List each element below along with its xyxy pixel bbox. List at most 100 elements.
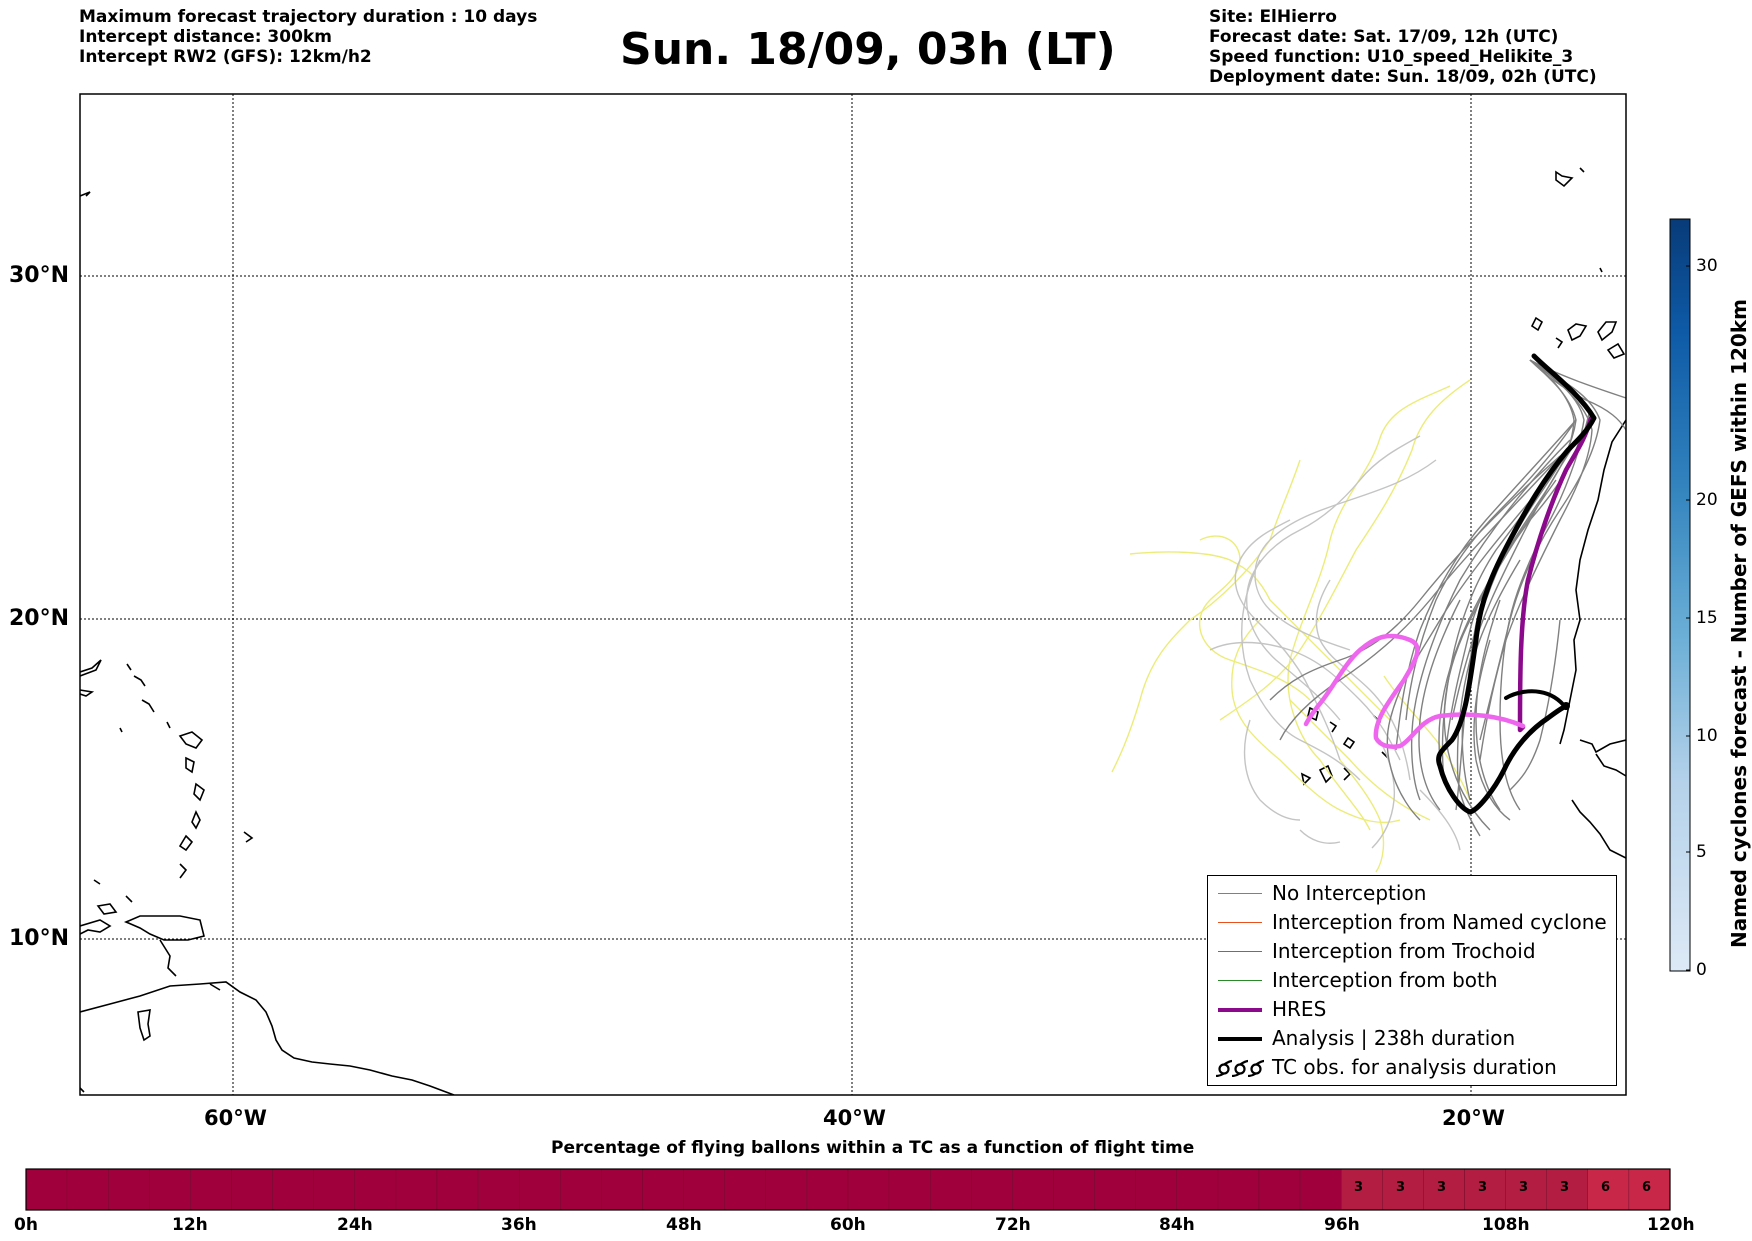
strip-cell-value-4: 3: [1478, 1180, 1488, 1195]
strip-cell: [847, 1168, 890, 1211]
strip-cell: [436, 1168, 479, 1211]
strip-cell: [272, 1168, 314, 1211]
strip-tick-48h: 48h: [666, 1215, 702, 1235]
strip-tick-0h: 0h: [14, 1215, 38, 1235]
strip-cell-value-2: 3: [1396, 1180, 1406, 1195]
strip-cell: [601, 1168, 643, 1211]
legend-label-tc-obs: TC obs. for analysis duration: [1272, 1055, 1557, 1079]
legend-swatch-hres: [1218, 1008, 1262, 1012]
strip-cell-value-6: 3: [1560, 1180, 1570, 1195]
trajectories-yellow: [1111, 379, 1471, 873]
colorbar-title: Named cyclones forecast - Number of GEFS…: [1727, 299, 1751, 948]
strip-cell: [313, 1168, 356, 1211]
strip-tick-12h: 12h: [172, 1215, 208, 1235]
strip-cell: [1546, 1168, 1588, 1211]
header-left-line-2: Intercept distance: 300km: [79, 27, 332, 47]
lat-label-20n: 20°N: [9, 606, 70, 631]
legend-swatch-analysis: [1218, 1037, 1262, 1041]
analysis-track-end: [1562, 702, 1570, 710]
colorbar-gradient: [1669, 218, 1691, 972]
strip-frame: [25, 1168, 1671, 1211]
strip-cell: [354, 1168, 397, 1211]
legend-label-both: Interception from both: [1272, 968, 1498, 992]
legend-label-trochoid: Interception from Trochoid: [1272, 939, 1536, 963]
strip-cell: [765, 1168, 808, 1211]
strip-cell: [1299, 1168, 1342, 1211]
strip-cell: [642, 1168, 684, 1211]
analysis-track-branch: [1504, 689, 1568, 710]
strip-cell: [1382, 1168, 1424, 1211]
flight-time-strip: [25, 1168, 1671, 1211]
strip-cell: [149, 1168, 191, 1211]
strip-cell: [1217, 1168, 1260, 1211]
colorbar-label-0: 0: [1696, 960, 1707, 980]
strip-cell: [1628, 1168, 1671, 1211]
strip-tick-120h: 120h: [1647, 1215, 1695, 1235]
strip-cell-value-3: 3: [1437, 1180, 1447, 1195]
header-right-line-2: Forecast date: Sat. 17/09, 12h (UTC): [1209, 27, 1559, 47]
legend-swatch-both: [1218, 980, 1262, 981]
legend-label-no-interception: No Interception: [1272, 881, 1427, 905]
legend-swatch-trochoid: [1218, 951, 1262, 952]
strip-cell: [683, 1168, 725, 1211]
strip-tick-108h: 108h: [1482, 1215, 1530, 1235]
strip-cell: [971, 1168, 1013, 1211]
lon-label-20w: 20°W: [1442, 1106, 1505, 1130]
strip-cell: [1340, 1168, 1383, 1211]
strip-cell: [107, 1168, 150, 1211]
strip-tick-60h: 60h: [830, 1215, 866, 1235]
strip-cell: [231, 1168, 273, 1211]
header-right-line-3: Speed function: U10_speed_Helikite_3: [1209, 47, 1574, 67]
map-title: Sun. 18/09, 03h (LT): [620, 24, 1116, 75]
hres-track: [1517, 415, 1594, 733]
legend-label-named-cyclone: Interception from Named cyclone: [1272, 910, 1607, 934]
hres-pink-segment: [1303, 633, 1526, 749]
strip-cell: [1505, 1168, 1547, 1211]
strip-tick-24h: 24h: [337, 1215, 373, 1235]
strip-cell-value-1: 3: [1354, 1180, 1364, 1195]
colorbar: [1669, 218, 1691, 972]
colorbar-label-20: 20: [1696, 490, 1718, 510]
header-left-line-1: Maximum forecast trajectory duration : 1…: [79, 7, 538, 27]
strip-cell: [477, 1168, 520, 1211]
strip-tick-84h: 84h: [1159, 1215, 1195, 1235]
header-left-line-3: Intercept RW2 (GFS): 12km/h2: [79, 47, 372, 67]
analysis-track: [1436, 353, 1597, 815]
strip-cell: [1094, 1168, 1136, 1211]
header-right-line-4: Deployment date: Sun. 18/09, 02h (UTC): [1209, 67, 1597, 87]
colorbar-label-30: 30: [1696, 256, 1718, 276]
strip-tick-36h: 36h: [501, 1215, 537, 1235]
strip-cell: [724, 1168, 767, 1211]
lat-label-30n: 30°N: [9, 263, 70, 288]
cyclone-symbol-icon: [1216, 1059, 1264, 1077]
lon-label-40w: 40°W: [823, 1106, 886, 1130]
lon-label-60w: 60°W: [204, 1106, 267, 1130]
strip-tick-72h: 72h: [995, 1215, 1031, 1235]
legend-swatch-named-cyclone: [1218, 922, 1262, 923]
map-frame: [79, 93, 1627, 1096]
strip-tick-96h: 96h: [1324, 1215, 1360, 1235]
trajectories-lightgray: [1209, 435, 1461, 851]
colorbar-label-10: 10: [1696, 726, 1718, 746]
legend: No Interception Interception from Named …: [1207, 875, 1617, 1086]
coastline-americas: [80, 167, 1603, 1095]
strip-cell: [1135, 1168, 1177, 1211]
strip-cell: [1012, 1168, 1054, 1211]
legend-swatch-no-interception: [1218, 893, 1262, 894]
strip-cell: [806, 1168, 849, 1211]
strip-cell: [519, 1168, 561, 1211]
colorbar-label-5: 5: [1696, 842, 1707, 862]
strip-cell-value-5: 3: [1519, 1180, 1529, 1195]
header-left: Maximum forecast trajectory duration : 1…: [79, 7, 537, 67]
legend-label-hres: HRES: [1272, 997, 1327, 1021]
strip-title: Percentage of flying ballons within a TC…: [551, 1138, 1195, 1158]
header-right-line-1: Site: ElHierro: [1209, 7, 1337, 27]
legend-label-analysis: Analysis | 238h duration: [1272, 1026, 1516, 1050]
strip-cell: [1423, 1168, 1465, 1211]
lat-label-10n: 10°N: [9, 926, 70, 951]
header-right: Site: ElHierro Forecast date: Sat. 17/09…: [1209, 7, 1597, 87]
strip-cell-value-7: 6: [1601, 1180, 1611, 1195]
strip-values: 3 3 3 3 3 3 6 6: [0, 1160, 1752, 1212]
strip-cell-value-8: 6: [1642, 1180, 1652, 1195]
strip-cell: [1587, 1168, 1630, 1211]
